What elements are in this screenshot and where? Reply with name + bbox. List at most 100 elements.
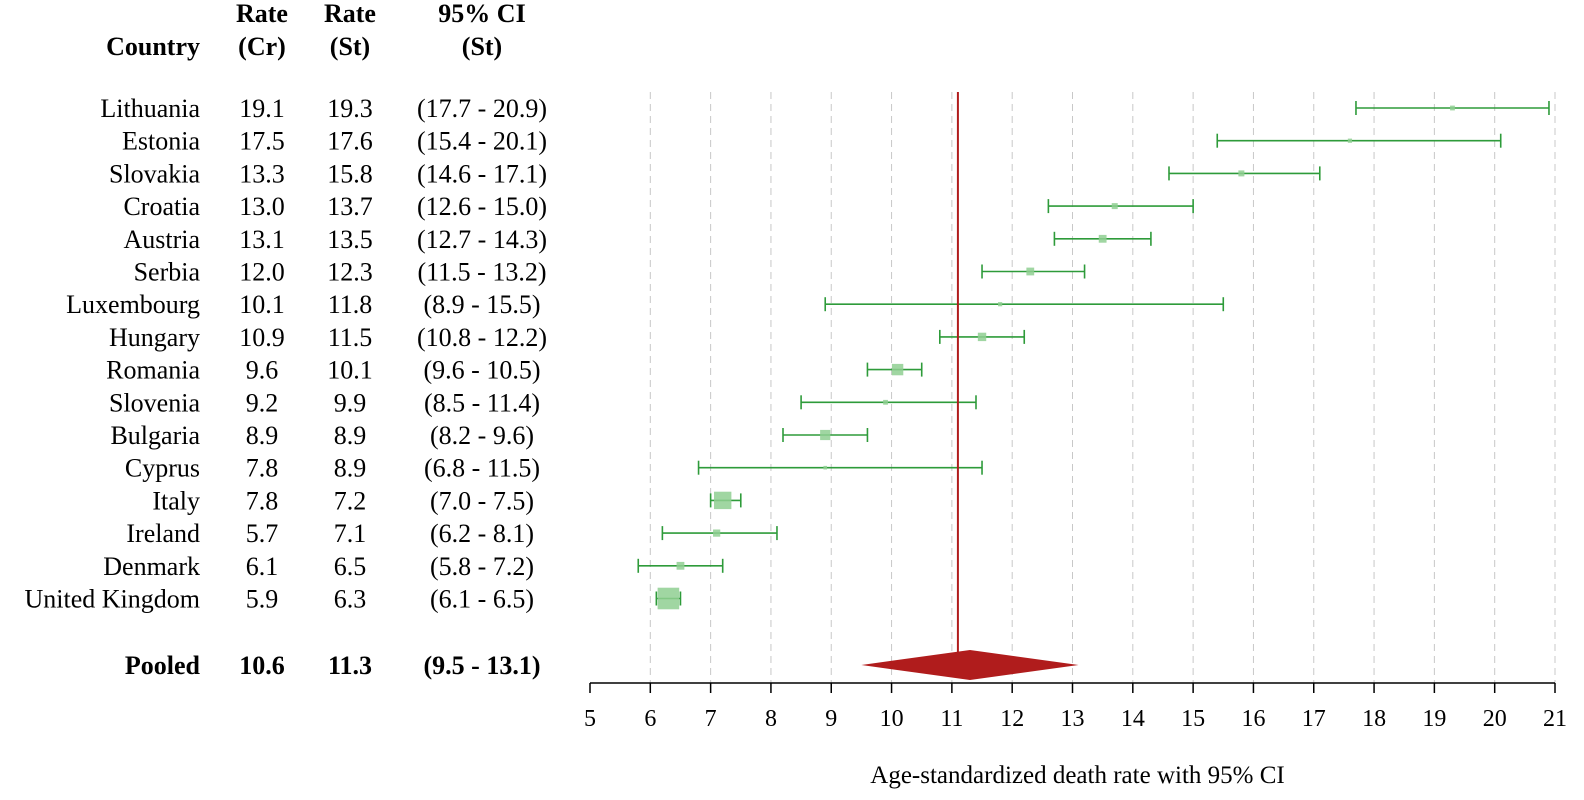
rate-cr-value: 19.1 <box>239 94 285 123</box>
country-label: Bulgaria <box>110 421 200 450</box>
rate-st-value: 11.8 <box>328 290 373 319</box>
estimate-box <box>713 529 721 537</box>
country-label: Denmark <box>103 552 200 581</box>
country-label: Estonia <box>122 127 200 156</box>
country-label: United Kingdom <box>25 585 201 614</box>
estimate-box <box>713 491 732 510</box>
x-tick-label: 8 <box>765 706 777 732</box>
rate-st-value: 12.3 <box>327 258 373 287</box>
country-label: Ireland <box>126 519 200 548</box>
ci-text-value: (12.6 - 15.0) <box>417 192 547 221</box>
rate-cr-value: 10.1 <box>239 290 285 319</box>
ci-marks <box>637 101 1550 610</box>
rate-cr-value: 10.9 <box>239 323 285 352</box>
ci-text-value: (17.7 - 20.9) <box>417 94 547 123</box>
estimate-box <box>676 561 685 570</box>
rate-cr-value: 12.0 <box>239 258 285 287</box>
rate-cr-value: 17.5 <box>239 127 285 156</box>
rate-st-value: 8.9 <box>334 421 367 450</box>
header-country: Country <box>106 32 200 61</box>
rate-st-value: 10.1 <box>327 356 373 385</box>
x-tick-label: 5 <box>584 706 596 732</box>
rate-st-value: 19.3 <box>327 94 373 123</box>
table-header: Country Rate (Cr) Rate (St) 95% CI (St) <box>106 0 526 61</box>
x-tick-label: 7 <box>705 706 717 732</box>
ci-text-value: (5.8 - 7.2) <box>430 552 534 581</box>
rate-st-value: 13.7 <box>327 192 373 221</box>
x-tick-label: 13 <box>1061 706 1085 732</box>
x-tick-label: 19 <box>1422 706 1446 732</box>
estimate-box <box>883 399 888 405</box>
rate-cr-value: 13.0 <box>239 192 285 221</box>
header-ci-line2: (St) <box>462 32 502 61</box>
x-tick-label: 16 <box>1241 706 1265 732</box>
rate-cr-value: 8.9 <box>246 421 279 450</box>
ci-text-value: (15.4 - 20.1) <box>417 127 547 156</box>
rate-st-value: 11.5 <box>328 323 373 352</box>
estimate-box <box>1450 105 1455 111</box>
ci-text-value: (12.7 - 14.3) <box>417 225 547 254</box>
estimate-box <box>891 363 904 376</box>
header-rate-st-line1: Rate <box>324 0 376 28</box>
x-tick-label: 12 <box>1000 706 1024 732</box>
estimate-box <box>977 332 987 342</box>
header-rate-st-line2: (St) <box>330 32 370 61</box>
x-tick-label: 10 <box>880 706 904 732</box>
header-rate-cr-line2: (Cr) <box>238 32 286 61</box>
estimate-box <box>998 302 1003 307</box>
ci-text-value: (11.5 - 13.2) <box>417 258 546 287</box>
pooled-ci-text: (9.5 - 13.1) <box>424 651 541 680</box>
rate-cr-value: 7.8 <box>246 486 279 515</box>
ci-text-value: (10.8 - 12.2) <box>417 323 547 352</box>
rate-st-value: 7.1 <box>334 519 367 548</box>
country-label: Lithuania <box>100 94 200 123</box>
rate-cr-value: 5.7 <box>246 519 279 548</box>
x-tick-label: 18 <box>1362 706 1386 732</box>
estimate-box <box>1347 138 1353 143</box>
x-tick-label: 6 <box>644 706 656 732</box>
rate-st-value: 17.6 <box>327 127 373 156</box>
estimate-box <box>1238 170 1245 177</box>
estimate-box <box>823 465 828 470</box>
pooled-diamond <box>861 650 1079 680</box>
header-rate-cr-line1: Rate <box>236 0 288 28</box>
rate-cr-value: 9.2 <box>246 388 279 417</box>
rate-st-value: 8.9 <box>334 454 367 483</box>
rate-st-value: 15.8 <box>327 159 373 188</box>
gridlines <box>649 92 1556 683</box>
rate-cr-value: 9.6 <box>246 356 279 385</box>
country-label: Romania <box>106 356 200 385</box>
x-axis: 5 6 7 8 9 10 11 12 13 14 15 16 17 18 19 20 21 Age-standar… <box>584 682 1567 789</box>
x-tick-label: 15 <box>1181 706 1205 732</box>
country-label: Slovakia <box>109 159 200 188</box>
rate-cr-value: 13.1 <box>239 225 285 254</box>
rate-cr-value: 5.9 <box>246 585 279 614</box>
country-label: Slovenia <box>109 388 200 417</box>
country-label: Serbia <box>134 258 201 287</box>
ci-text-value: (14.6 - 17.1) <box>417 159 547 188</box>
header-ci-line1: 95% CI <box>438 0 525 28</box>
pooled-rate-st: 11.3 <box>328 651 372 680</box>
pooled-label: Pooled <box>125 651 201 680</box>
rate-st-value: 7.2 <box>334 486 367 515</box>
country-label: Italy <box>152 486 200 515</box>
ci-text-value: (8.2 - 9.6) <box>430 421 534 450</box>
ci-text-value: (8.9 - 15.5) <box>424 290 541 319</box>
ci-text-value: (6.1 - 6.5) <box>430 585 534 614</box>
estimate-box <box>820 429 831 441</box>
x-tick-label: 20 <box>1483 706 1507 732</box>
rate-st-value: 6.5 <box>334 552 367 581</box>
x-tick-label: 14 <box>1121 706 1145 732</box>
rate-st-value: 9.9 <box>334 388 367 417</box>
rate-cr-value: 13.3 <box>239 159 285 188</box>
estimate-box <box>1026 267 1035 276</box>
ci-text-value: (7.0 - 7.5) <box>430 486 534 515</box>
data-table: Lithuania 19.1 19.3 (17.7 - 20.9) Estonia 17.… <box>25 94 547 680</box>
country-label: Hungary <box>109 323 200 352</box>
estimate-box <box>657 587 680 610</box>
x-axis-title: Age-standardized death rate with 95% CI <box>870 762 1284 789</box>
pooled-rate-cr: 10.6 <box>239 651 285 680</box>
rate-cr-value: 7.8 <box>246 454 279 483</box>
x-tick-label: 9 <box>825 706 837 732</box>
estimate-box <box>1098 234 1107 243</box>
